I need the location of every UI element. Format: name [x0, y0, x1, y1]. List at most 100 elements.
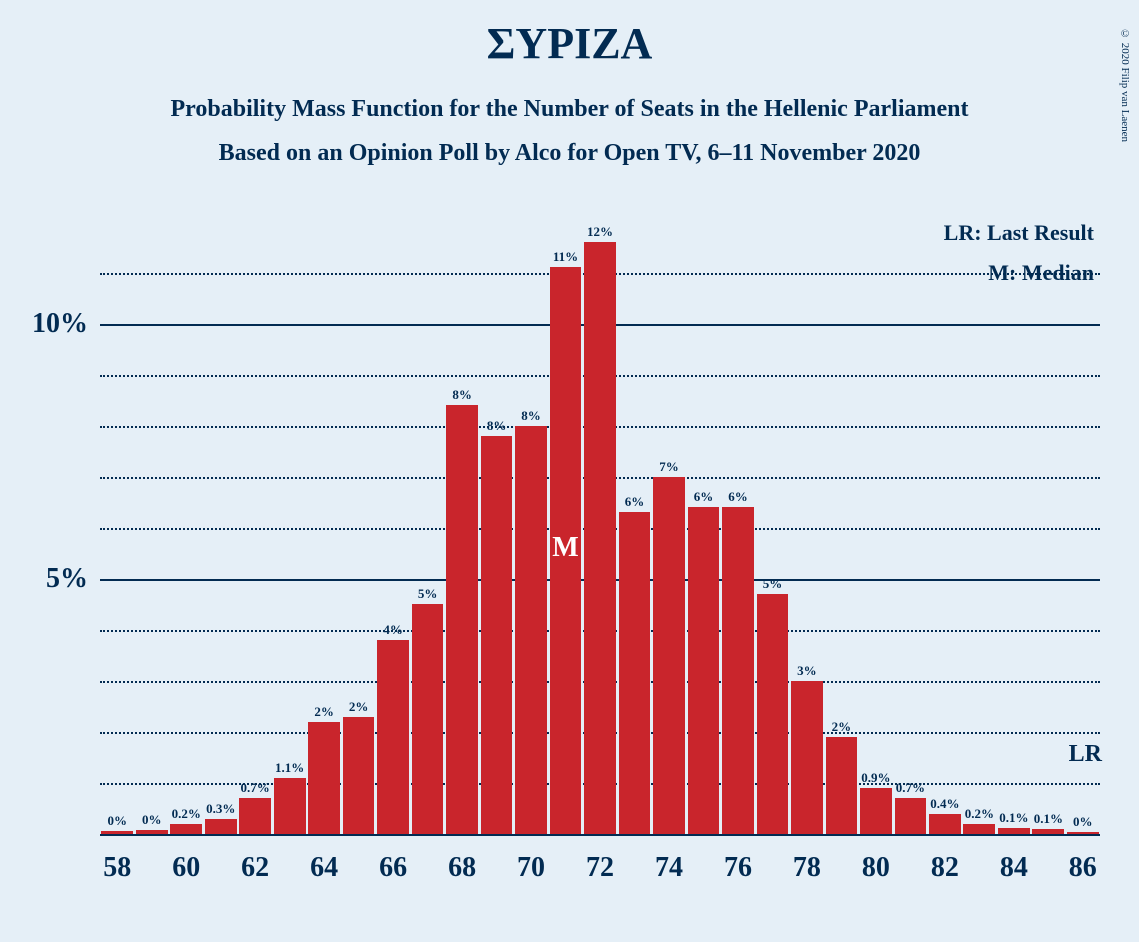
bar-value-label: 0.1%: [999, 810, 1028, 828]
x-tick-label: [272, 852, 306, 884]
bar-slot: 4%: [376, 196, 410, 834]
y-tick-label: 10%: [32, 308, 100, 340]
x-tick-label: 76: [721, 852, 755, 884]
bar-value-label: 0.2%: [965, 806, 994, 824]
x-tick-label: [203, 852, 237, 884]
x-tick-label: [755, 852, 789, 884]
bar: 0.7%: [895, 798, 927, 834]
x-tick-label: [134, 852, 168, 884]
x-tick-label: [893, 852, 927, 884]
bar: 6%: [688, 507, 720, 834]
bar: 0.7%: [239, 798, 271, 834]
copyright-text: © 2020 Filip van Laenen: [1119, 28, 1131, 142]
bar-value-label: 6%: [625, 494, 645, 512]
bar-slot: 6%: [617, 196, 651, 834]
bar-slot: 0.9%: [859, 196, 893, 834]
bar: 2%: [308, 722, 340, 834]
bar-value-label: 8%: [487, 418, 507, 436]
bar-slot: 2%: [307, 196, 341, 834]
bar-slot: 6%: [721, 196, 755, 834]
chart-subtitle-2: Based on an Opinion Poll by Alco for Ope…: [0, 140, 1139, 167]
x-tick-label: [1031, 852, 1065, 884]
bar-value-label: 0%: [107, 813, 127, 831]
bar-value-label: 0.3%: [206, 801, 235, 819]
bar: 7%: [653, 477, 685, 834]
bar-value-label: 8%: [521, 408, 541, 426]
bar-value-label: 7%: [659, 459, 679, 477]
bar: 4%: [377, 640, 409, 834]
bar: 6%: [722, 507, 754, 834]
bar-slot: 0%: [134, 196, 168, 834]
median-marker: M: [552, 532, 578, 564]
bar-slot: 8%: [479, 196, 513, 834]
bar: 12%: [584, 242, 616, 834]
x-tick-label: [479, 852, 513, 884]
bar: 0.9%: [860, 788, 892, 834]
chart-subtitle-1: Probability Mass Function for the Number…: [0, 96, 1139, 123]
x-tick-label: [410, 852, 444, 884]
bar-slot: 0.1%: [1031, 196, 1065, 834]
bar-value-label: 0.1%: [1034, 811, 1063, 829]
chart-area: 0%0%0.2%0.3%0.7%1.1%2%2%4%5%8%8%8%11%12%…: [100, 196, 1100, 834]
bar-slot: 7%: [652, 196, 686, 834]
bar-slot: 0.3%: [203, 196, 237, 834]
x-tick-label: 78: [790, 852, 824, 884]
x-tick-label: 62: [238, 852, 272, 884]
x-tick-label: 86: [1066, 852, 1100, 884]
bar-slot: 2%: [824, 196, 858, 834]
bar-value-label: 2%: [832, 719, 852, 737]
bar-slot: 0%: [100, 196, 134, 834]
bar-value-label: 12%: [587, 224, 613, 242]
bar-slot: 5%: [410, 196, 444, 834]
x-tick-label: 80: [859, 852, 893, 884]
bar-value-label: 11%: [553, 249, 578, 267]
bar-value-label: 2%: [314, 704, 334, 722]
bar: 0.2%: [170, 824, 202, 834]
bar-value-label: 0%: [1073, 814, 1093, 832]
bar: 0.2%: [963, 824, 995, 834]
lr-marker: LR: [1069, 741, 1102, 768]
bars-container: 0%0%0.2%0.3%0.7%1.1%2%2%4%5%8%8%8%11%12%…: [100, 196, 1100, 834]
bar-slot: 0.1%: [997, 196, 1031, 834]
bar-value-label: 3%: [797, 663, 817, 681]
bar: 0.3%: [205, 819, 237, 834]
x-tick-label: [686, 852, 720, 884]
x-tick-label: 84: [997, 852, 1031, 884]
x-tick-label: [824, 852, 858, 884]
bar-slot: 12%: [583, 196, 617, 834]
bar: 2%: [343, 717, 375, 834]
bar: 1.1%: [274, 778, 306, 834]
x-tick-label: 72: [583, 852, 617, 884]
x-tick-label: 64: [307, 852, 341, 884]
bar-slot: 8%: [514, 196, 548, 834]
x-tick-label: 68: [445, 852, 479, 884]
x-tick-label: 74: [652, 852, 686, 884]
bar-slot: 0%: [1066, 196, 1100, 834]
x-tick-label: [962, 852, 996, 884]
x-tick-label: [341, 852, 375, 884]
bar-value-label: 0.7%: [896, 780, 925, 798]
bar: 5%: [757, 594, 789, 834]
bar-value-label: 6%: [694, 489, 714, 507]
bar-slot: 8%: [445, 196, 479, 834]
x-labels: 586062646668707274767880828486: [100, 852, 1100, 884]
bar: 0.4%: [929, 814, 961, 834]
bar-value-label: 0.4%: [930, 796, 959, 814]
bar-slot: 0.4%: [928, 196, 962, 834]
bar-value-label: 0.9%: [861, 770, 890, 788]
bar-value-label: 0%: [142, 812, 162, 830]
bar-slot: 5%: [755, 196, 789, 834]
bar: 3%: [791, 681, 823, 834]
bar: 8%: [515, 426, 547, 834]
x-tick-label: [548, 852, 582, 884]
bar-value-label: 8%: [452, 387, 472, 405]
bar: 5%: [412, 604, 444, 834]
bar: 8%: [481, 436, 513, 834]
bar-slot: 11%: [548, 196, 582, 834]
bar-value-label: 5%: [418, 586, 438, 604]
bar-value-label: 1.1%: [275, 760, 304, 778]
bar-value-label: 5%: [763, 576, 783, 594]
x-tick-label: 58: [100, 852, 134, 884]
bar-slot: 0.2%: [169, 196, 203, 834]
bar: 6%: [619, 512, 651, 834]
